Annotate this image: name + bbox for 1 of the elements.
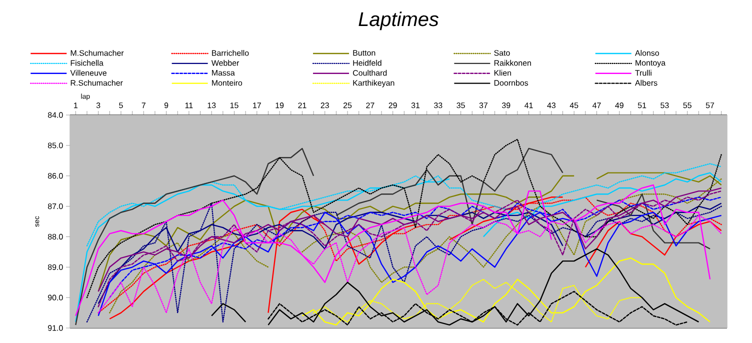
- chart-title: Laptimes: [358, 12, 438, 30]
